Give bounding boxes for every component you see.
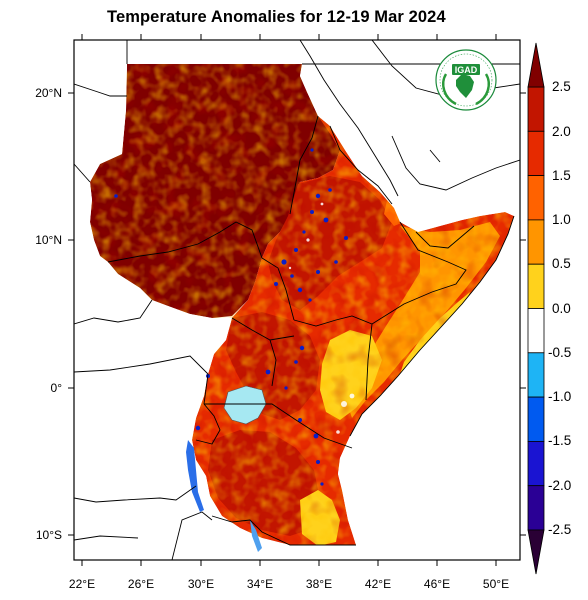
colorbar-label: -2.5 [548, 522, 571, 537]
colorbar-segment [527, 352, 545, 398]
colorbar-segment [527, 130, 545, 177]
lat-tick-label: 10°N [35, 233, 62, 247]
colorbar-label: 1.5 [552, 168, 571, 183]
lon-tick-label: 30°E [188, 577, 214, 591]
igad-logo-icon: IGAD [435, 49, 497, 111]
colorbar-segment [527, 440, 545, 487]
lat-tick-labels: 20°N 10°N 0° 10°S [35, 86, 62, 542]
anomaly-field [74, 40, 520, 560]
lon-tick-label: 50°E [483, 577, 509, 591]
lat-tick-label: 0° [51, 381, 63, 395]
colorbar-label: -1.0 [548, 389, 571, 404]
colorbar-bottom-cap [527, 529, 545, 575]
colorbar-top-cap [527, 42, 545, 88]
lon-tick-label: 46°E [424, 577, 450, 591]
colorbar-label: 2.0 [552, 124, 571, 139]
outside-mask [74, 40, 520, 560]
lon-tick-label: 26°E [128, 577, 154, 591]
colorbar-labels: 2.5 2.0 1.5 1.0 0.5 0.0 -0.5 -1.0 -1.5 -… [548, 79, 571, 537]
colorbar-segment [527, 308, 545, 354]
colorbar-label: 1.0 [552, 212, 571, 227]
colorbar-label: 2.5 [552, 79, 571, 94]
lon-tick-labels: 22°E 26°E 30°E 34°E 38°E 42°E 46°E 50°E [69, 577, 509, 591]
map-frame [73, 39, 521, 561]
lat-tick-label: 20°N [35, 86, 62, 100]
lon-tick-label: 34°E [247, 577, 273, 591]
colorbar-label: -2.0 [548, 478, 571, 493]
lat-tick-label: 10°S [36, 528, 62, 542]
lake-malawi [250, 520, 262, 552]
cold-spots [114, 148, 348, 486]
lake-victoria [223, 385, 267, 425]
lon-tick-label: 22°E [69, 577, 95, 591]
colorbar-label: -1.5 [548, 433, 571, 448]
map-title: Temperature Anomalies for 12-19 Mar 2024 [107, 8, 446, 26]
colorbar-segment [527, 86, 545, 132]
colorbar-segment [527, 175, 545, 221]
lon-tick-label: 38°E [306, 577, 332, 591]
lon-tick-label: 42°E [365, 577, 391, 591]
lon-ticks [81, 34, 497, 566]
colorbar [527, 42, 545, 575]
colorbar-segment [527, 485, 545, 531]
colorbar-segment [527, 396, 545, 442]
colorbar-segment [527, 219, 545, 265]
lat-ticks [68, 92, 526, 536]
logo-text: IGAD [455, 65, 478, 75]
colorbar-label: 0.5 [552, 256, 571, 271]
warm-light-spots [288, 202, 355, 434]
colorbar-segment [527, 263, 545, 309]
lake-tanganyika [186, 440, 204, 512]
colorbar-label: -0.5 [548, 345, 571, 360]
colorbar-label: 0.0 [552, 301, 571, 316]
